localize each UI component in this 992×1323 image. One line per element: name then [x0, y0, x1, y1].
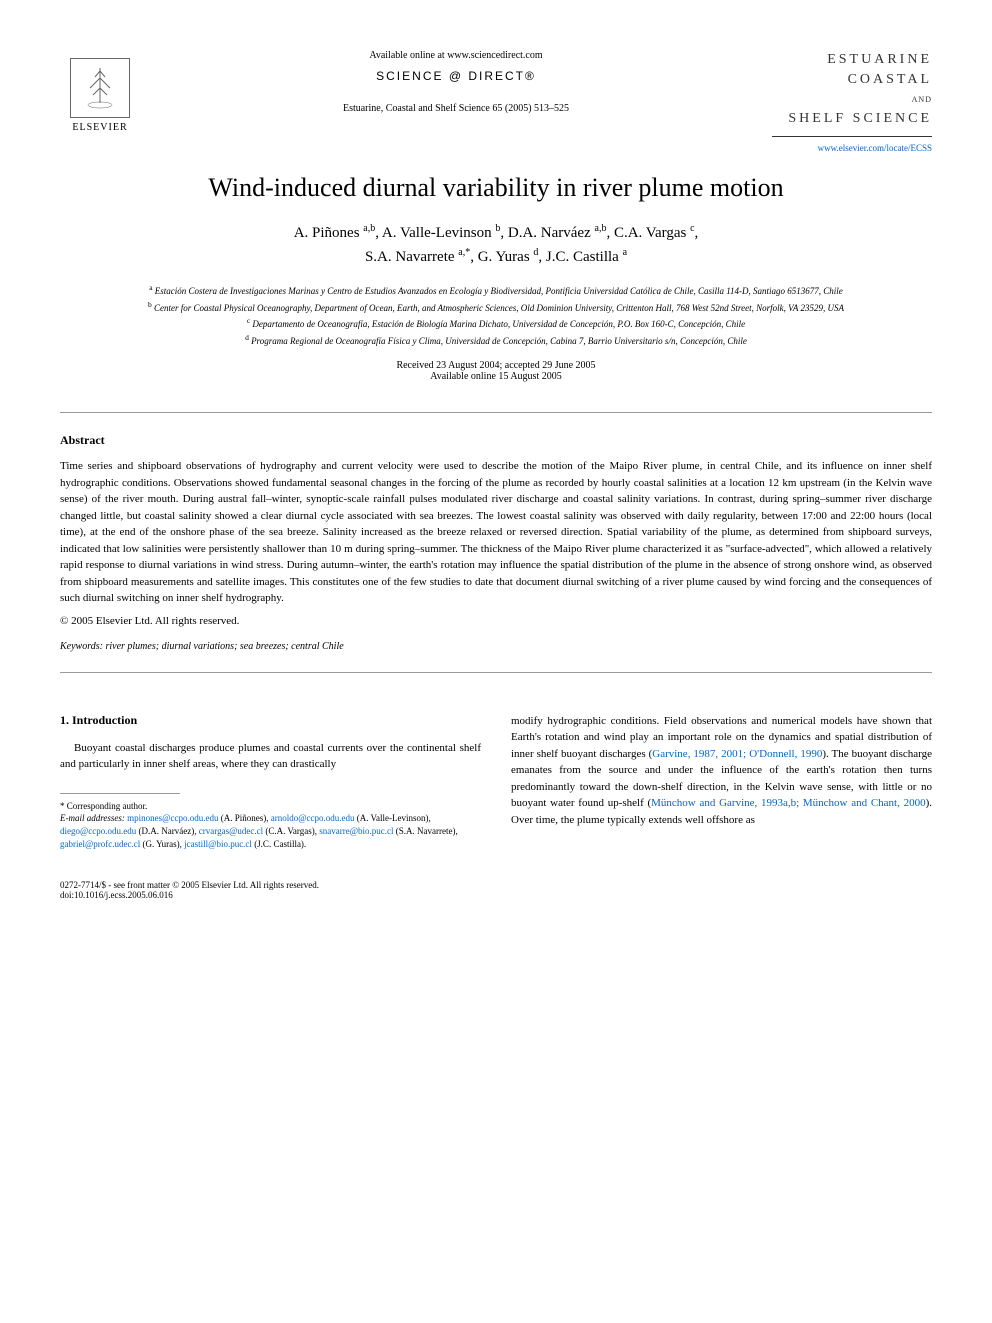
journal-title: ESTUARINE COASTAL AND SHELF SCIENCE — [772, 50, 932, 137]
email-6-name: (G. Yuras), — [140, 839, 184, 849]
article-title: Wind-induced diurnal variability in rive… — [60, 173, 932, 203]
email-1-name: (A. Piñones), — [218, 813, 270, 823]
affiliation-b: Center for Coastal Physical Oceanography… — [154, 303, 844, 313]
affiliation-a: Estación Costera de Investigaciones Mari… — [155, 286, 843, 296]
email-7[interactable]: jcastill@bio.puc.cl — [184, 839, 252, 849]
email-3[interactable]: diego@ccpo.odu.edu — [60, 826, 136, 836]
publisher-logo: ELSEVIER — [60, 50, 140, 140]
journal-logo: ESTUARINE COASTAL AND SHELF SCIENCE www.… — [772, 50, 932, 153]
publisher-name: ELSEVIER — [72, 122, 127, 133]
journal-title-line2: COASTAL — [848, 72, 932, 87]
author-3: , D.A. Narváez — [500, 225, 594, 241]
right-column: modify hydrographic conditions. Field ob… — [511, 713, 932, 850]
email-4[interactable]: crvargas@udec.cl — [199, 826, 263, 836]
dates: Received 23 August 2004; accepted 29 Jun… — [60, 360, 932, 382]
footnotes: * Corresponding author. E-mail addresses… — [60, 800, 481, 850]
keywords-text: river plumes; diurnal variations; sea br… — [103, 641, 344, 652]
received-date: Received 23 August 2004; accepted 29 Jun… — [396, 360, 595, 371]
email-addresses: E-mail addresses: mpinones@ccpo.odu.edu … — [60, 812, 481, 850]
journal-title-line3: SHELF SCIENCE — [788, 111, 932, 126]
keywords: Keywords: river plumes; diurnal variatio… — [60, 641, 932, 652]
email-2[interactable]: arnoldo@ccpo.odu.edu — [271, 813, 355, 823]
author-5-sup: a,* — [458, 247, 470, 258]
email-4-name: (C.A. Vargas), — [263, 826, 319, 836]
footnote-divider — [60, 793, 180, 794]
email-2-name: (A. Valle-Levinson), — [354, 813, 430, 823]
available-online-text: Available online at www.sciencedirect.co… — [160, 50, 752, 61]
divider-2 — [60, 672, 932, 673]
author-1-sup: a,b — [363, 223, 375, 234]
available-date: Available online 15 August 2005 — [430, 371, 561, 382]
author-2: , A. Valle-Levinson — [375, 225, 495, 241]
elsevier-tree-icon — [70, 58, 130, 118]
left-column: 1. Introduction Buoyant coastal discharg… — [60, 713, 481, 850]
footer-line2: doi:10.1016/j.ecss.2005.06.016 — [60, 890, 932, 900]
email-label: E-mail addresses: — [60, 813, 125, 823]
two-column-body: 1. Introduction Buoyant coastal discharg… — [60, 713, 932, 850]
science-direct-logo: SCIENCE @ DIRECT® — [160, 69, 752, 83]
email-7-name: (J.C. Castilla). — [252, 839, 306, 849]
email-5[interactable]: snavarre@bio.puc.cl — [319, 826, 393, 836]
footer-line1: 0272-7714/$ - see front matter © 2005 El… — [60, 880, 932, 890]
citation-2[interactable]: Münchow and Garvine, 1993a,b; Münchow an… — [651, 797, 925, 809]
author-4: , C.A. Vargas — [606, 225, 690, 241]
citation-1[interactable]: Garvine, 1987, 2001; O'Donnell, 1990 — [652, 748, 822, 760]
email-6[interactable]: gabriel@profc.udec.cl — [60, 839, 140, 849]
author-7-sup: a — [623, 247, 627, 258]
email-1[interactable]: mpinones@ccpo.odu.edu — [127, 813, 218, 823]
comma: , — [695, 225, 699, 241]
email-3-name: (D.A. Narváez), — [136, 826, 198, 836]
copyright: © 2005 Elsevier Ltd. All rights reserved… — [60, 615, 932, 627]
journal-citation: Estuarine, Coastal and Shelf Science 65 … — [160, 103, 752, 114]
author-3-sup: a,b — [595, 223, 607, 234]
author-7: , J.C. Castilla — [538, 249, 622, 265]
intro-heading: 1. Introduction — [60, 713, 481, 728]
keywords-label: Keywords: — [60, 641, 103, 652]
intro-para1: Buoyant coastal discharges produce plume… — [60, 740, 481, 773]
header-row: ELSEVIER Available online at www.science… — [60, 50, 932, 153]
corresponding-author: * Corresponding author. — [60, 800, 481, 813]
authors: A. Piñones a,b, A. Valle-Levinson b, D.A… — [60, 221, 932, 268]
intro-para2: modify hydrographic conditions. Field ob… — [511, 713, 932, 829]
journal-link[interactable]: www.elsevier.com/locate/ECSS — [772, 143, 932, 153]
abstract-text: Time series and shipboard observations o… — [60, 458, 932, 607]
abstract-heading: Abstract — [60, 433, 932, 448]
author-6: , G. Yuras — [470, 249, 533, 265]
author-5: S.A. Navarrete — [365, 249, 458, 265]
affiliation-c: Departamento de Oceanografía, Estación d… — [252, 319, 745, 329]
affiliations: a Estación Costera de Investigaciones Ma… — [60, 282, 932, 348]
divider — [60, 412, 932, 413]
journal-title-line1: ESTUARINE — [827, 52, 932, 67]
journal-title-and: AND — [912, 95, 932, 104]
center-header: Available online at www.sciencedirect.co… — [140, 50, 772, 114]
footer: 0272-7714/$ - see front matter © 2005 El… — [60, 880, 932, 900]
affiliation-d: Programa Regional de Oceanografía Física… — [251, 336, 747, 346]
email-5-name: (S.A. Navarrete), — [394, 826, 458, 836]
author-1: A. Piñones — [294, 225, 364, 241]
